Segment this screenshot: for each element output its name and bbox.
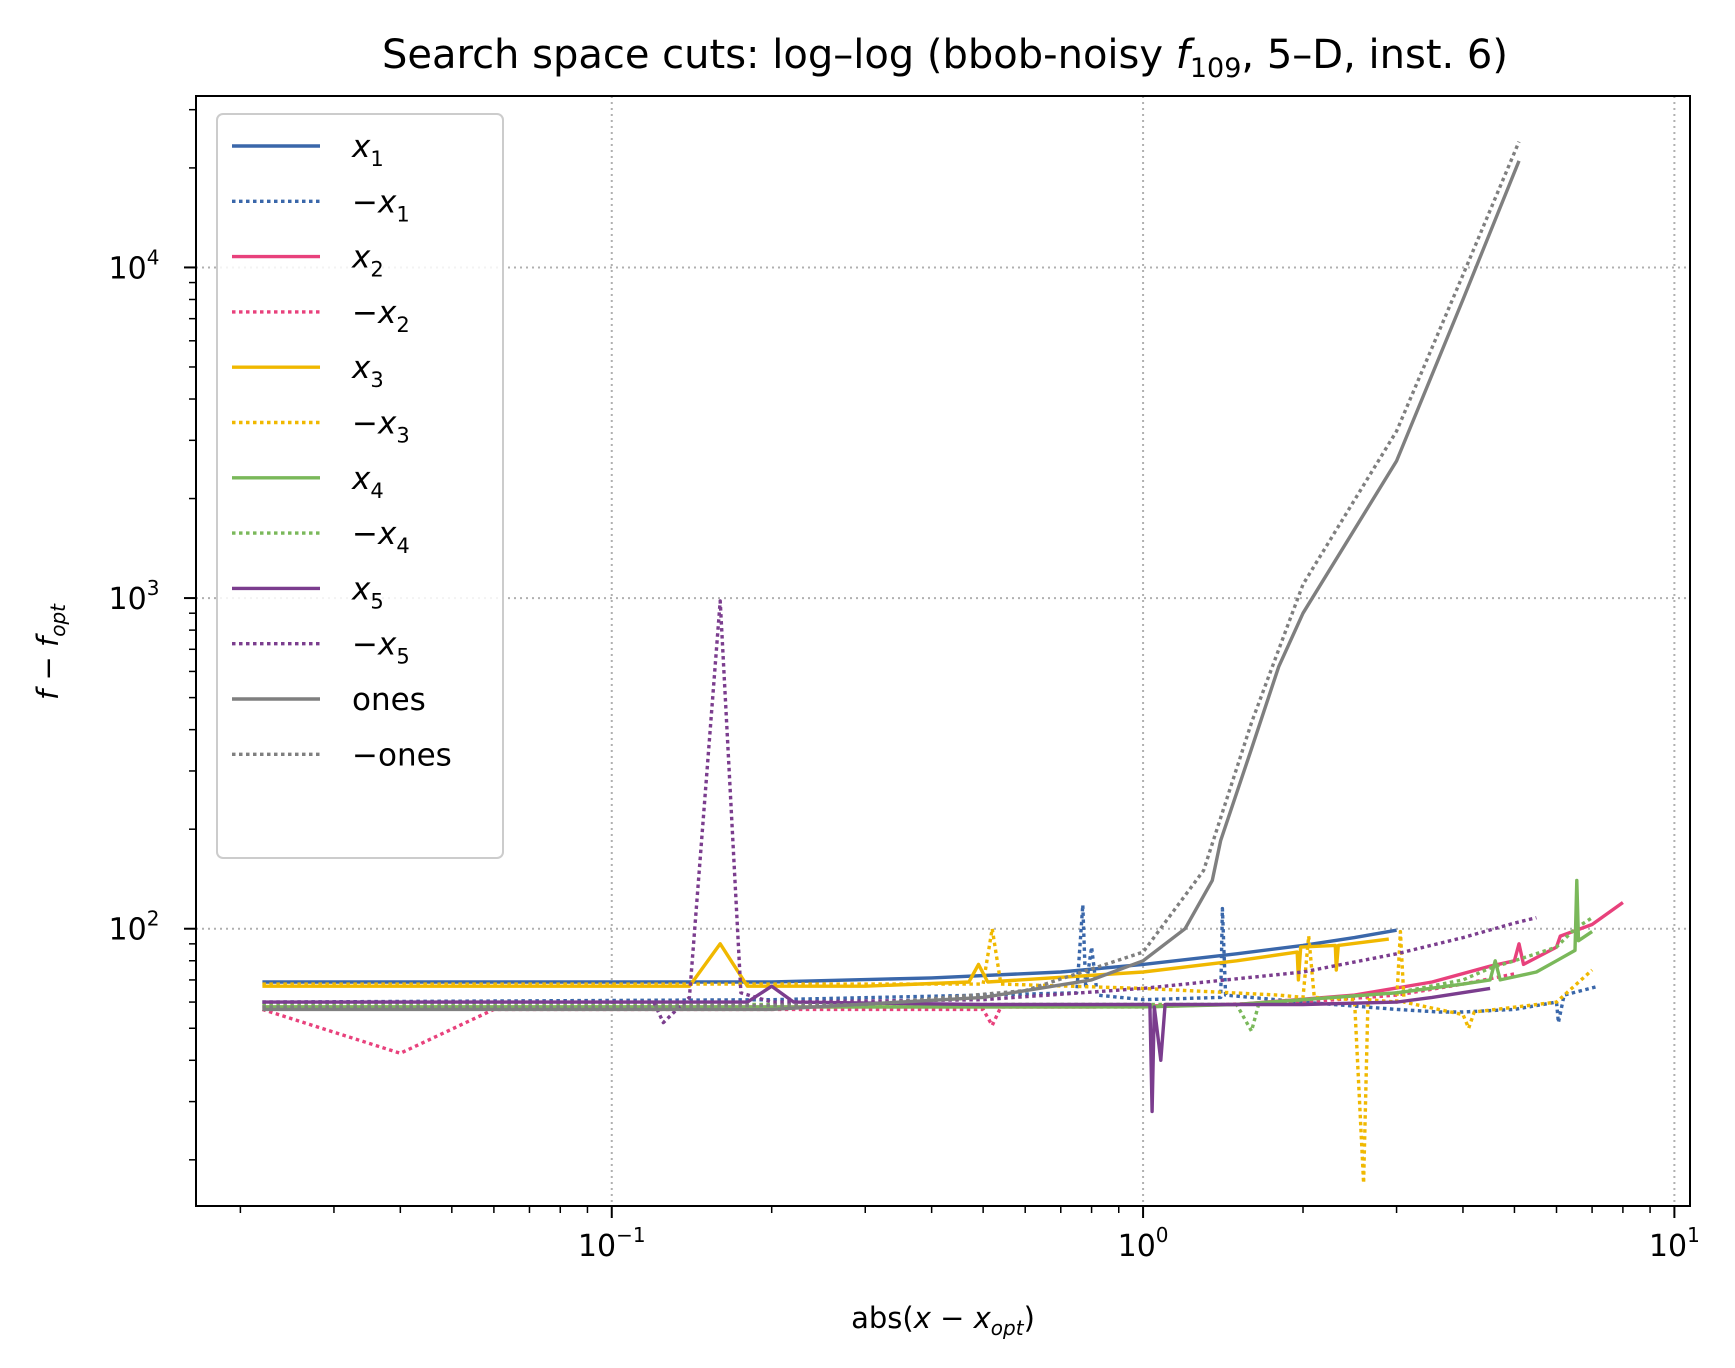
legend-label-sub: 1 xyxy=(370,147,383,171)
series-line-ones xyxy=(262,160,1521,1012)
legend-label-neg-x4: −x4 xyxy=(352,516,410,558)
chart-title-suffix: , 5–D, inst. 6) xyxy=(1241,32,1508,78)
y-axis-title: f − fopt xyxy=(31,603,70,700)
legend-label-x4: x4 xyxy=(351,461,384,503)
legend-label-neg-x1: −x1 xyxy=(352,184,410,226)
legend-label-ones: ones xyxy=(352,682,426,718)
legend-label-x3: x3 xyxy=(351,350,384,392)
legend-minus: − xyxy=(352,184,378,220)
chart-title: Search space cuts: log–log (bbob-noisy f… xyxy=(382,32,1508,84)
chart-title-f-sub: 109 xyxy=(1190,53,1242,84)
legend-label-main: x xyxy=(377,295,397,331)
legend-label-sub: 5 xyxy=(396,645,409,669)
legend-label-neg-x2: −x2 xyxy=(352,295,410,337)
y-tick-label: 103 xyxy=(109,576,160,617)
y-tick-label: 102 xyxy=(109,907,160,948)
legend-label-main: x xyxy=(351,129,371,165)
legend-label-neg-x5: −x5 xyxy=(352,627,410,669)
legend-label-main: x xyxy=(351,240,371,276)
x-tick-label: 100 xyxy=(1118,1223,1169,1264)
legend-label-main: ones xyxy=(378,737,452,773)
legend-label-sub: 3 xyxy=(396,424,409,448)
x-tick-label: 101 xyxy=(1649,1223,1700,1264)
legend-minus: − xyxy=(352,627,378,663)
series-line-neg-x2 xyxy=(261,972,1515,1055)
series-line-neg-x4 xyxy=(262,916,1594,1033)
chart-title-prefix: Search space cuts: log–log (bbob-noisy xyxy=(382,32,1176,78)
y-tick-exponent: 4 xyxy=(147,245,160,269)
y-tick-label: 104 xyxy=(109,245,160,286)
y-tick-base: 10 xyxy=(109,251,147,286)
x-tick-label: 10−1 xyxy=(578,1223,646,1264)
y-tick-base: 10 xyxy=(109,913,147,948)
plot-frame xyxy=(195,95,1691,1207)
x-tick-exponent: 1 xyxy=(1687,1223,1700,1247)
grid-lines xyxy=(196,96,1690,1206)
legend-label-sub: 2 xyxy=(370,258,383,282)
y-tick-exponent: 2 xyxy=(147,907,160,931)
legend-box xyxy=(216,113,504,859)
legend-label-sub: 1 xyxy=(396,202,409,226)
legend-label-main: x xyxy=(377,184,397,220)
series-line-neg-x5 xyxy=(262,599,1537,1025)
series-lines xyxy=(261,141,1624,1185)
legend-label-neg-ones: −ones xyxy=(352,737,452,773)
legend-label-sub: 3 xyxy=(370,368,383,392)
legend-minus: − xyxy=(352,737,378,773)
legend-label-neg-x3: −x3 xyxy=(352,406,410,448)
x-tick-base: 10 xyxy=(578,1229,616,1264)
legend-label-main: x xyxy=(351,461,371,497)
y-tick-exponent: 3 xyxy=(147,576,160,600)
x-tick-exponent: 0 xyxy=(1156,1223,1169,1247)
legend-label-x1: x1 xyxy=(351,129,384,171)
legend-minus: − xyxy=(352,295,378,331)
legend-label-main: ones xyxy=(352,682,426,718)
legend-label-x2: x2 xyxy=(351,240,384,282)
legend-label-x5: x5 xyxy=(351,571,384,613)
legend-label-sub: 5 xyxy=(370,589,383,613)
series-line-neg-ones xyxy=(262,141,1521,1009)
x-axis-title: abs(x − xopt) xyxy=(851,1301,1035,1340)
series-line-neg-x3 xyxy=(262,927,1594,1185)
legend-label-main: x xyxy=(377,516,397,552)
series-line-x5 xyxy=(262,984,1491,1114)
legend-label-main: x xyxy=(377,406,397,442)
y-tick-base: 10 xyxy=(109,582,147,617)
legend-label-main: x xyxy=(351,571,371,607)
legend-minus: − xyxy=(352,516,378,552)
x-tick-exponent: −1 xyxy=(616,1223,645,1247)
legend-label-main: x xyxy=(351,350,371,386)
x-tick-base: 10 xyxy=(1649,1229,1687,1264)
x-tick-base: 10 xyxy=(1118,1229,1156,1264)
legend-label-sub: 4 xyxy=(370,479,383,503)
legend-label-main: x xyxy=(377,627,397,663)
legend-minus: − xyxy=(352,406,378,442)
series-line-neg-x1 xyxy=(262,903,1600,1025)
legend-label-sub: 2 xyxy=(396,313,409,337)
legend-label-sub: 4 xyxy=(396,534,409,558)
